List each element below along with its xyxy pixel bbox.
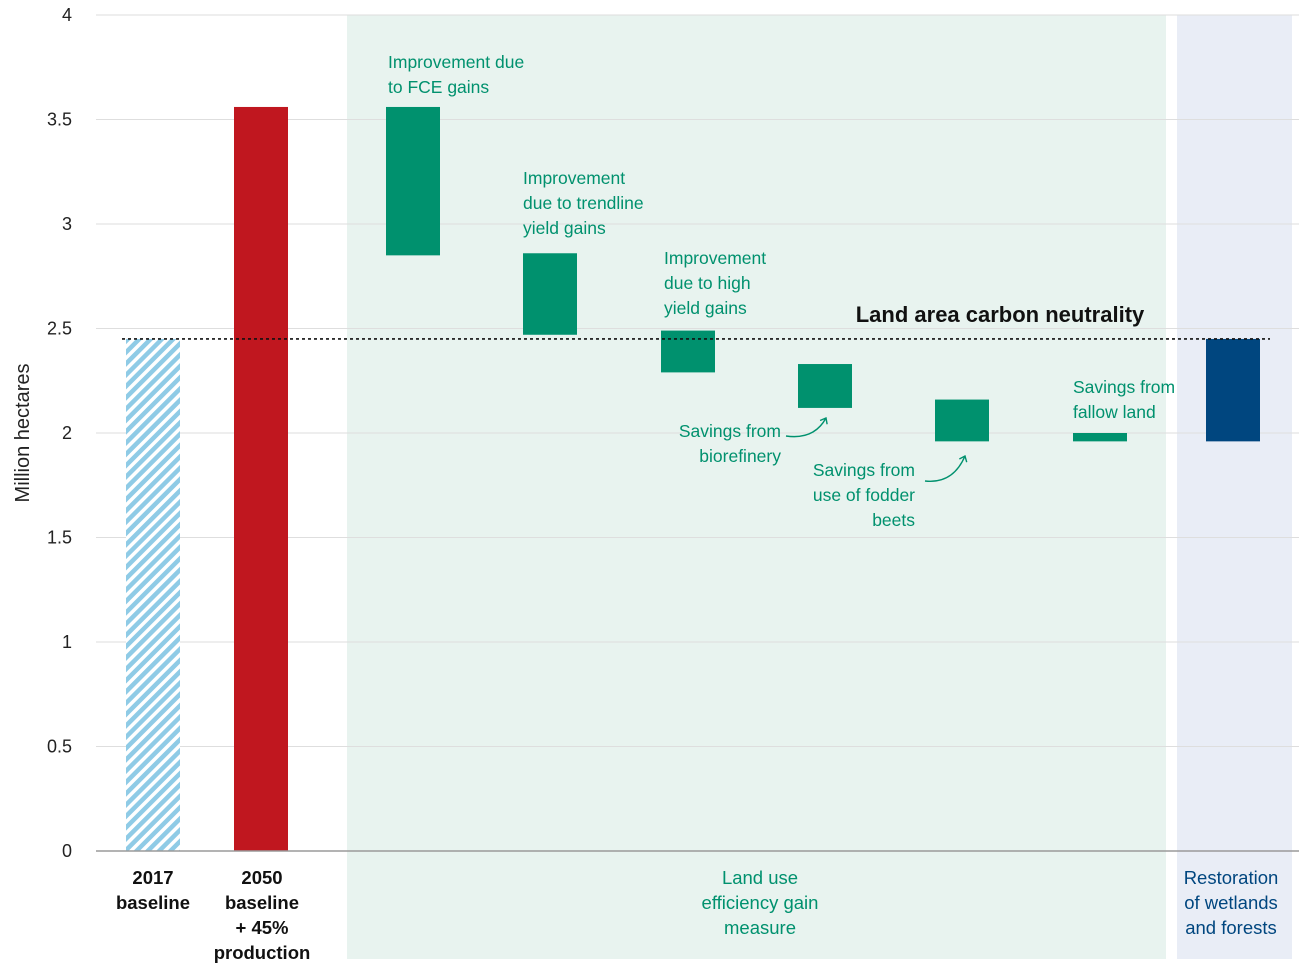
annotation-3-line: due to trendline [523, 193, 644, 213]
bar-6 [935, 399, 989, 442]
annotation-5-line: Savings from [679, 421, 781, 441]
y-tick-label: 0 [62, 841, 72, 861]
group-label-0-line: 2017 [132, 867, 173, 888]
group-label-2-line: Land use [722, 867, 798, 888]
bar-0 [126, 338, 180, 851]
arrow-fodder-beets [924, 454, 968, 482]
bar-7 [1073, 433, 1127, 442]
y-tick-label: 1 [62, 632, 72, 652]
annotation-5-line: biorefinery [699, 446, 781, 466]
group-label-2-line: measure [724, 917, 796, 938]
annotation-6-line: beets [872, 510, 915, 530]
group-label-0-line: baseline [116, 892, 190, 913]
reference-line-label: Land area carbon neutrality [856, 302, 1145, 327]
bar-4 [661, 330, 715, 373]
y-tick-label: 3 [62, 214, 72, 234]
annotation-6-line: use of fodder [813, 485, 915, 505]
bar-3 [523, 253, 577, 335]
group-label-1-line: + 45% [236, 917, 289, 938]
annotation-4-line: due to high [664, 273, 751, 293]
group-label-1-line: baseline [225, 892, 299, 913]
group-label-1-line: 2050 [241, 867, 282, 888]
group-panel-3 [1177, 15, 1292, 959]
annotation-2-line: to FCE gains [388, 77, 489, 97]
annotation-4-line: yield gains [664, 298, 747, 318]
annotation-4-line: Improvement [664, 248, 766, 268]
group-label-2-line: efficiency gain [702, 892, 819, 913]
bar-5 [798, 364, 852, 408]
annotation-7-line: Savings from [1073, 377, 1175, 397]
group-label-3-line: Restoration [1184, 867, 1279, 888]
group-label-1-line: production [214, 942, 311, 963]
y-tick-label: 3.5 [47, 110, 72, 130]
bar-1 [234, 106, 288, 851]
arrow-biorefinery [785, 417, 828, 438]
group-label-3-line: and forests [1185, 917, 1277, 938]
reference-line-group: Land area carbon neutrality [122, 302, 1270, 340]
annotation-3-line: Improvement [523, 168, 625, 188]
group-panel-2 [347, 15, 1166, 959]
annotation-3-line: yield gains [523, 218, 606, 238]
group-label-3-line: of wetlands [1184, 892, 1278, 913]
labels: Improvement due to FCE gains Improvement du… [116, 52, 1278, 963]
bar-2 [386, 106, 440, 256]
bars [126, 106, 1260, 851]
annotation-6-line: Savings from [813, 460, 915, 480]
axes: 0 0.5 1 1.5 2 2.5 3 3.5 4 Million hectares [12, 5, 1299, 861]
y-tick-label: 1.5 [47, 528, 72, 548]
bar-8 [1206, 338, 1260, 442]
annotation-2-line: Improvement due [388, 52, 524, 72]
y-axis-title: Million hectares [12, 364, 34, 503]
y-tick-label: 2.5 [47, 319, 72, 339]
y-tick-label: 4 [62, 5, 72, 25]
y-tick-label: 0.5 [47, 737, 72, 757]
annotation-7-line: fallow land [1073, 402, 1156, 422]
group-backgrounds [347, 15, 1292, 959]
y-tick-label: 2 [62, 423, 72, 443]
